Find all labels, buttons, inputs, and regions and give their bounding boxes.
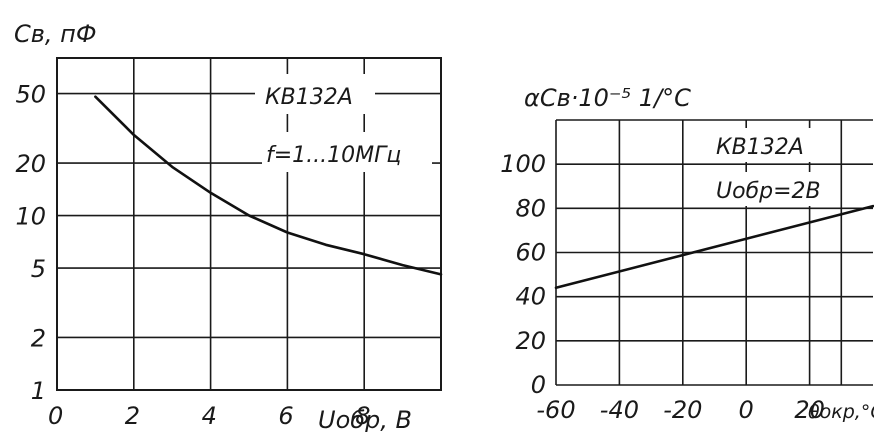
left-grid [56, 58, 442, 391]
right-voltage-label: Uобр=2В [716, 179, 821, 204]
left-x-tick-label: 6 [278, 402, 293, 430]
left-x-tick-label: 2 [125, 402, 140, 430]
left-y-axis-label: Cв, пФ [14, 20, 97, 48]
left-series-line [94, 95, 443, 276]
right-x-tick-label: -60 [536, 396, 575, 424]
right-series-line [554, 204, 874, 290]
left-y-tick-label: 2 [31, 324, 46, 352]
temp-coefficient-chart: КВ132А Uобр=2В -60 -40 -20 0 20020406080100 … [500, 84, 874, 424]
left-freq-box [262, 132, 432, 172]
right-y-tick-label: 20 [515, 327, 546, 355]
right-device-label: КВ132А [716, 135, 804, 160]
right-y-tick-label: 60 [515, 239, 546, 267]
right-x-tick-label: 0 [739, 396, 754, 424]
left-plot-frame [56, 57, 442, 391]
capacitance-chart: КВ132А f=1...10МГц 0 2 4 6 8 1 2 5 10 20 50 Cв, пФ… [14, 20, 443, 434]
left-x-tick-label: 4 [202, 402, 217, 430]
left-y-tick-label: 50 [15, 81, 46, 109]
right-x-tick-label: 20 [794, 396, 825, 424]
right-y-tick-label: 40 [515, 283, 546, 311]
right-tick-labels: -60 -40 -20 0 20 0 20 40 60 80 100 [500, 150, 825, 424]
left-x-axis-label: Uобр, В [318, 406, 412, 432]
right-x-axis-label: θокр,°C [808, 401, 874, 423]
left-y-tick-label: 20 [15, 150, 46, 178]
right-series [554, 204, 874, 290]
right-x-tick-label: -40 [600, 396, 639, 424]
left-tick-labels: 0 2 4 6 8 1 2 5 10 20 50 [15, 81, 370, 430]
left-x-tick-label: 0 [48, 402, 63, 430]
left-y-tick-label: 10 [15, 203, 46, 231]
right-grid [555, 119, 873, 386]
right-y-tick-label: 0 [531, 371, 546, 399]
right-y-tick-label: 100 [500, 150, 546, 178]
left-series [94, 95, 443, 276]
left-x-tick-label: 8 [355, 402, 370, 430]
right-y-tick-label: 80 [515, 194, 546, 222]
right-voltage-box [712, 172, 832, 206]
right-x-tick-label: -20 [663, 396, 702, 424]
right-y-axis-label: αCв·10⁻⁵ 1/°C [524, 84, 691, 112]
left-y-tick-label: 1 [31, 377, 46, 405]
left-label-box [255, 74, 375, 114]
left-device-label: КВ132А [265, 85, 353, 110]
right-label-box [712, 128, 822, 162]
left-y-tick-label: 5 [31, 255, 46, 283]
left-frequency-label: f=1...10МГц [266, 143, 401, 168]
